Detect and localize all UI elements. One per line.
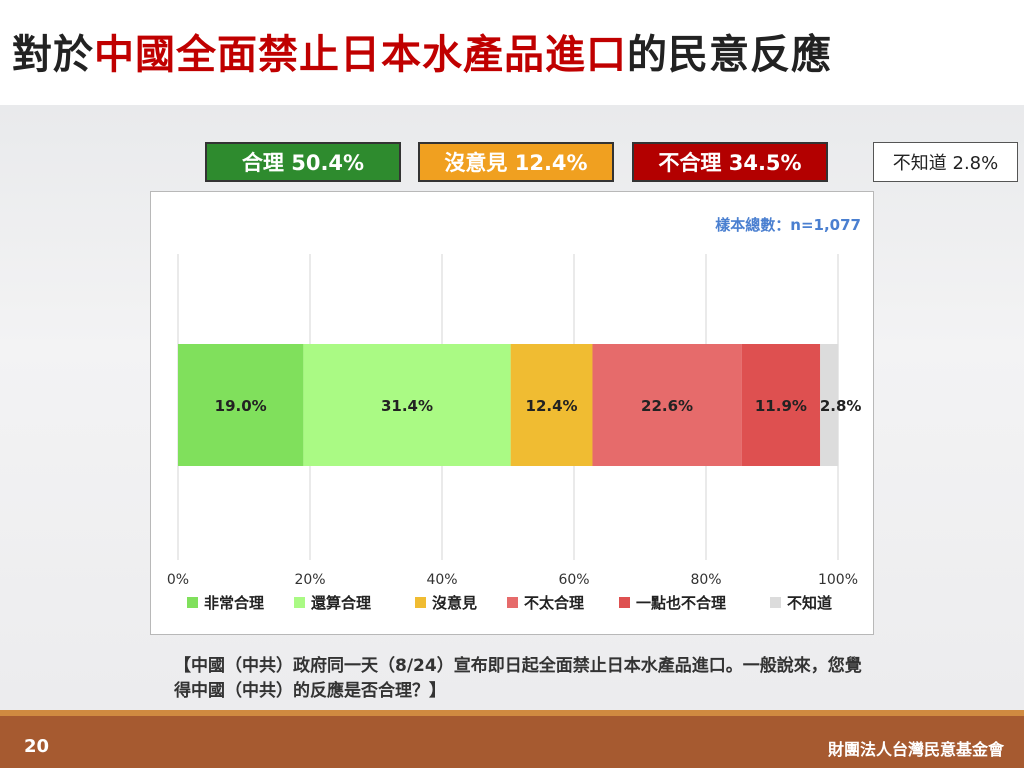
bar-segment (178, 344, 304, 466)
x-tick-label: 100% (818, 572, 858, 588)
legend-swatch (187, 597, 198, 608)
title-highlight: 中國全面禁止日本水產品進口 (94, 32, 627, 78)
summary-unreasonable: 不合理 34.5% (632, 142, 828, 182)
legend-swatch (770, 597, 781, 608)
legend-label: 還算合理 (311, 594, 371, 612)
legend-swatch (507, 597, 518, 608)
data-label: 19.0% (215, 397, 267, 415)
page-title: 對於中國全面禁止日本水產品進口的民意反應 (12, 22, 832, 80)
legend-swatch (294, 597, 305, 608)
legend-swatch (415, 597, 426, 608)
page-number: 20 (24, 736, 50, 757)
legend-label: 不太合理 (524, 594, 584, 612)
summary-dont-know: 不知道 2.8% (873, 142, 1018, 182)
summary-no-opinion: 沒意見 12.4% (418, 142, 614, 182)
footer-bar: 20 財團法人台灣民意基金會 (0, 710, 1024, 768)
summary-reasonable: 合理 50.4% (205, 142, 401, 182)
x-tick-label: 60% (558, 572, 589, 588)
x-tick-label: 20% (294, 572, 325, 588)
data-label: 2.8% (820, 397, 862, 415)
bar-segment (741, 344, 821, 466)
sample-size: 樣本總數：n=1,077 (715, 216, 861, 234)
survey-question: 【中國（中共）政府同一天（8/24）宣布即日起全面禁止日本水產品進口。一般說來，… (174, 656, 862, 701)
bar-segment (303, 344, 511, 466)
legend-swatch (619, 597, 630, 608)
data-label: 31.4% (381, 397, 433, 415)
data-label: 12.4% (526, 397, 578, 415)
legend-label: 非常合理 (204, 594, 264, 612)
data-label: 11.9% (755, 397, 807, 415)
legend-label: 不知道 (787, 594, 832, 612)
title-prefix: 對於 (12, 32, 94, 78)
legend-label: 一點也不合理 (636, 594, 726, 612)
x-tick-label: 40% (426, 572, 457, 588)
organization-name: 財團法人台灣民意基金會 (827, 740, 1004, 759)
title-suffix: 的民意反應 (627, 32, 832, 78)
bar-segment (510, 344, 593, 466)
bar-segment (592, 344, 742, 466)
chart-panel: 樣本總數：n=1,077 0% 20% 40% 60% 80% 100% 19.0% 31.4… (150, 191, 874, 635)
x-tick-label: 80% (690, 572, 721, 588)
data-label: 22.6% (641, 397, 693, 415)
legend-label: 沒意見 (432, 594, 477, 612)
bar-segment (820, 344, 839, 466)
stacked-bar-chart: 0% 20% 40% 60% 80% 100% 19.0% 31.4% 12.4% 22.6% 11… (167, 254, 862, 612)
x-tick-label: 0% (167, 572, 189, 588)
